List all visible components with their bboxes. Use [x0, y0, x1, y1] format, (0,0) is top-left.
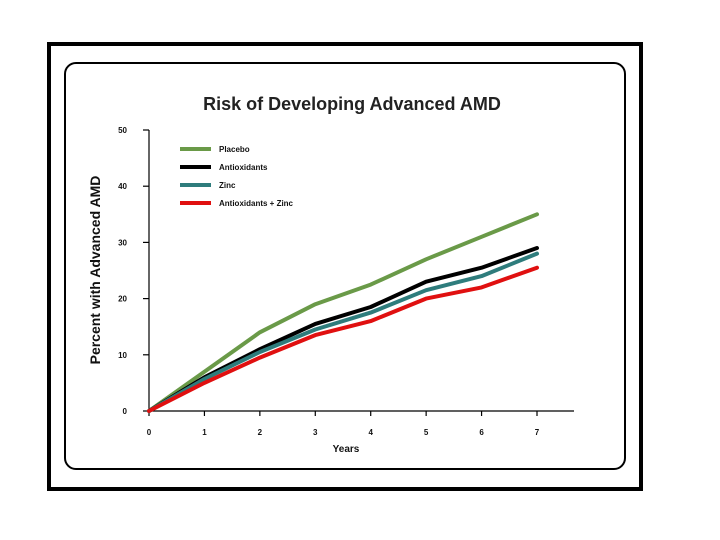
x-tick-label: 7: [535, 428, 540, 437]
chart-title: Risk of Developing Advanced AMD: [203, 94, 501, 114]
y-axis-label: Percent with Advanced AMD: [87, 176, 103, 365]
y-tick-label: 0: [123, 407, 128, 416]
series-line-zinc: [147, 251, 539, 413]
series-layer: [147, 212, 539, 413]
y-tick-label: 30: [118, 238, 127, 247]
series-line-placebo: [147, 212, 539, 413]
legend-label: Zinc: [219, 181, 236, 190]
x-tick-label: 5: [424, 428, 429, 437]
y-tick-label: 40: [118, 182, 127, 191]
y-tick-label: 20: [118, 295, 127, 304]
legend: Placebo Antioxidants Zinc Antioxidants + Zi…: [180, 145, 294, 208]
legend-label: Placebo: [219, 145, 250, 154]
series-line-antioxidants-zinc: [147, 265, 539, 413]
x-tick-label: 4: [368, 428, 373, 437]
y-tick-label: 10: [118, 351, 127, 360]
x-tick-label: 6: [479, 428, 484, 437]
x-tick-label: 1: [202, 428, 207, 437]
legend-label: Antioxidants + Zinc: [219, 199, 294, 208]
x-tick-label: 0: [147, 428, 152, 437]
axes: 0 10 20 30 40 50 0 1 2 3 4 5 6 7: [118, 126, 574, 437]
x-tick-label: 2: [258, 428, 263, 437]
x-axis-label: Years: [333, 444, 360, 455]
legend-label: Antioxidants: [219, 163, 268, 172]
x-tick-label: 3: [313, 428, 318, 437]
y-tick-label: 50: [118, 126, 127, 135]
inner-frame: [64, 62, 626, 470]
